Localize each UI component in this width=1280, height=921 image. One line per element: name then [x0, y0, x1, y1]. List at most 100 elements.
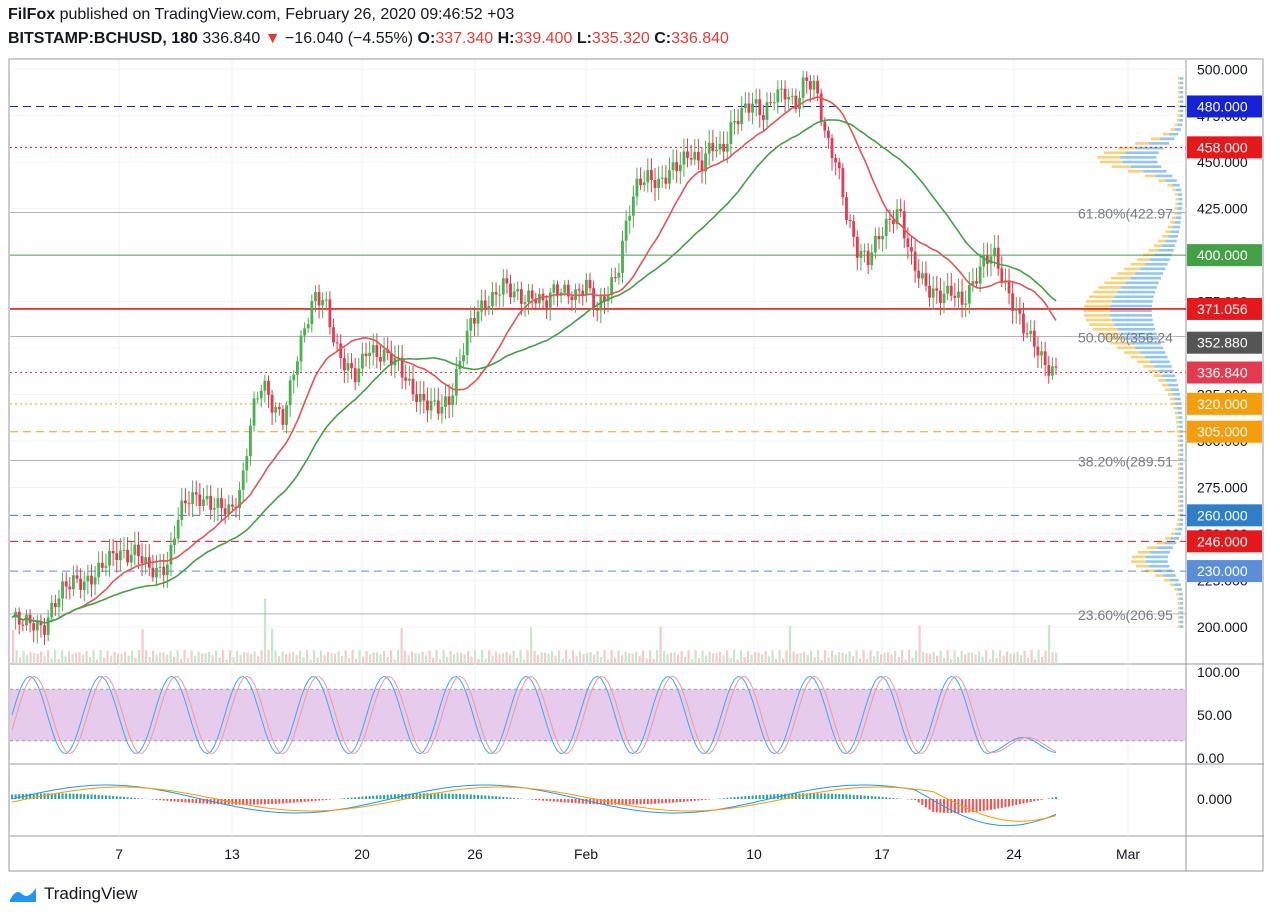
- macd-histogram-bar: [509, 797, 512, 799]
- volume-profile-bar: [1179, 509, 1184, 512]
- macd-histogram-bar: [491, 796, 494, 799]
- volume-bar: [110, 655, 113, 664]
- time-axis-label: 17: [874, 846, 890, 862]
- candle-body: [140, 556, 144, 564]
- volume-bar: [425, 655, 428, 664]
- volume-bar: [26, 655, 29, 664]
- volume-bar: [565, 650, 568, 664]
- tradingview-brand[interactable]: TradingView: [8, 884, 138, 904]
- macd-histogram-bar: [513, 797, 516, 799]
- volume-profile-bar: [1178, 592, 1183, 596]
- candle-body: [429, 400, 433, 411]
- macd-histogram-bar: [292, 799, 295, 803]
- volume-profile-bar: [1177, 81, 1180, 85]
- candle-body: [97, 562, 101, 578]
- macd-histogram-bar: [740, 796, 743, 799]
- volume-profile-bar: [1173, 211, 1177, 215]
- macd-histogram-bar: [281, 799, 284, 804]
- volume-profile-bar: [1170, 128, 1175, 131]
- volume-profile-bar: [1130, 165, 1162, 168]
- volume-profile-bar: [1179, 518, 1184, 522]
- volume-profile-bar: [1148, 142, 1170, 145]
- volume-bar: [862, 650, 865, 664]
- macd-histogram-bar: [206, 799, 209, 804]
- volume-profile-bar: [1157, 546, 1173, 549]
- volume-profile-bar: [1179, 439, 1184, 443]
- volume-profile-bar: [1155, 569, 1173, 573]
- macd-histogram-bar: [950, 799, 953, 814]
- volume-bar: [841, 652, 844, 664]
- macd-histogram-bar: [155, 799, 158, 800]
- candle-body: [563, 284, 567, 293]
- volume-bar: [971, 652, 974, 664]
- macd-histogram-bar: [791, 793, 794, 799]
- volume-bar: [785, 650, 788, 664]
- volume-bar: [887, 652, 890, 664]
- volume-profile-bar: [1164, 541, 1177, 545]
- time-axis-label: 13: [224, 846, 240, 862]
- volume-bar: [694, 650, 697, 664]
- volume-profile-bar: [1176, 523, 1180, 526]
- candle-body: [1054, 366, 1058, 368]
- volume-profile-bar: [1179, 499, 1184, 503]
- volume-profile-bar: [1177, 588, 1183, 591]
- volume-profile-bar: [1165, 379, 1177, 382]
- macd-histogram-bar: [458, 793, 461, 799]
- volume-profile-bar: [1130, 276, 1161, 280]
- volume-profile-bar: [1148, 248, 1159, 252]
- candle-body: [133, 544, 137, 555]
- volume-profile-bar: [1121, 286, 1157, 289]
- volume-profile-bar: [1167, 393, 1173, 396]
- macd-histogram-bar: [263, 799, 266, 805]
- macd-histogram-bar: [549, 799, 552, 802]
- volume-bar: [743, 657, 746, 664]
- macd-histogram-bar: [188, 799, 191, 803]
- macd-histogram-bar: [437, 793, 440, 799]
- volume-profile-bar: [1179, 625, 1184, 628]
- volume-bar: [792, 651, 795, 664]
- candle-body: [375, 345, 379, 358]
- candle-body: [118, 550, 122, 560]
- price-tag-label: 352.880: [1197, 335, 1248, 351]
- candle-body: [494, 292, 498, 295]
- volume-profile-bar: [1099, 160, 1123, 164]
- candle-body: [592, 288, 596, 310]
- macd-histogram-bar: [65, 793, 68, 799]
- volume-bar: [397, 650, 400, 664]
- candle-body: [780, 88, 783, 90]
- volume-bar: [488, 650, 491, 664]
- candle-body: [534, 298, 538, 304]
- candle-body: [108, 550, 111, 566]
- macd-histogram-bar: [296, 799, 299, 803]
- volume-bar: [929, 653, 932, 664]
- macd-histogram-bar: [162, 799, 165, 801]
- volume-profile-bar: [1149, 564, 1170, 568]
- candle-body: [93, 577, 97, 585]
- volume-bar: [750, 654, 753, 664]
- volume-bar: [554, 656, 557, 664]
- macd-histogram-bar: [581, 799, 584, 804]
- volume-profile-bar: [1179, 425, 1183, 429]
- candle-body: [371, 345, 375, 353]
- macd-histogram-bar: [104, 795, 107, 799]
- candle-body: [881, 235, 885, 240]
- volume-bar: [1013, 653, 1016, 664]
- volume-bar: [537, 654, 540, 664]
- volume-profile-bar: [1177, 444, 1180, 447]
- volume-bar: [974, 654, 977, 664]
- candle-body: [241, 470, 245, 490]
- candle-body: [122, 549, 126, 551]
- volume-profile-bar: [1175, 532, 1182, 536]
- macd-histogram-bar: [859, 795, 862, 799]
- volume-profile-bar: [1174, 221, 1181, 224]
- macd-histogram-bar: [733, 797, 736, 799]
- macd-histogram-bar: [390, 794, 393, 799]
- candle-body: [447, 396, 451, 406]
- volume-bar: [757, 652, 760, 664]
- volume-profile-bar: [1174, 397, 1181, 401]
- volume-bar: [827, 657, 830, 664]
- volume-profile-bar: [1174, 128, 1181, 131]
- price-tag-label: 246.000: [1197, 533, 1248, 549]
- volume-profile-bar: [1170, 397, 1175, 401]
